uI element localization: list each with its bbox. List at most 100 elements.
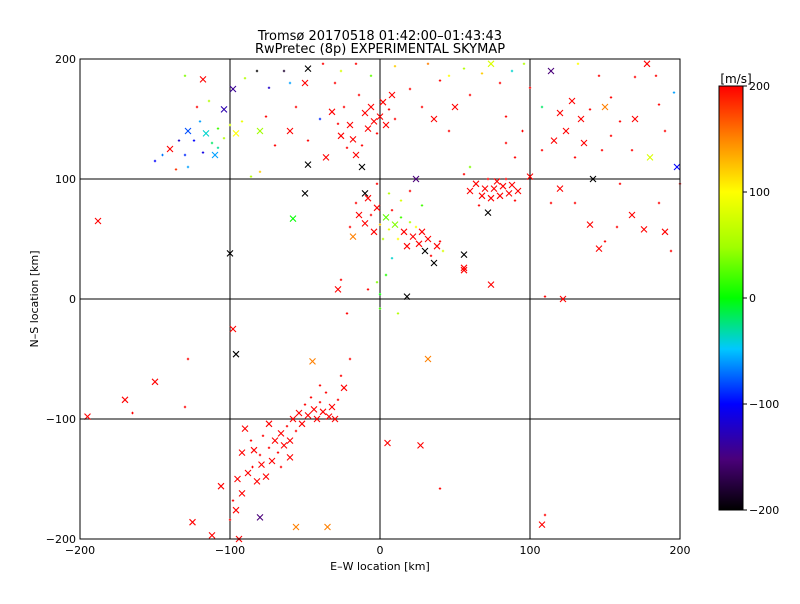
data-point-dot (258, 170, 262, 173)
data-point-dot (468, 93, 472, 97)
data-point-dot (339, 278, 343, 281)
data-point-cross (217, 482, 225, 490)
data-point-cross (577, 115, 585, 123)
colorbar-tick-label: −200 (749, 504, 779, 517)
data-point-dot (384, 273, 388, 277)
data-point-dot (183, 405, 187, 409)
data-point-dot (486, 177, 490, 181)
data-point-dot (480, 72, 484, 75)
data-point-dot (251, 465, 254, 469)
data-point-dot (420, 105, 424, 109)
x-tick-label: −100 (215, 544, 245, 557)
data-point-cross (262, 473, 270, 480)
data-point-cross (241, 425, 249, 432)
data-point-cross (298, 420, 306, 428)
data-point-dot (183, 74, 187, 77)
colorbar-tick-label: 0 (749, 292, 756, 305)
data-point-cross (508, 181, 516, 189)
data-point-cross (220, 106, 228, 113)
data-point-dot (354, 201, 358, 205)
data-point-cross (412, 175, 420, 183)
data-point-dot (288, 81, 292, 85)
data-point-cross (628, 211, 636, 219)
data-point-dot (309, 396, 313, 399)
data-point-dot (161, 153, 164, 157)
data-point-cross (94, 217, 102, 225)
data-point-cross (349, 233, 357, 240)
y-tick-label: −200 (46, 533, 76, 546)
data-point-cross (559, 295, 567, 303)
data-point-cross (292, 523, 300, 531)
data-point-dot (318, 401, 322, 404)
data-point-cross (640, 226, 648, 233)
data-point-cross (646, 154, 654, 161)
data-point-cross (286, 437, 294, 444)
data-point-dot (201, 151, 205, 154)
data-point-dot (318, 384, 322, 387)
data-point-cross (295, 409, 303, 417)
data-point-dot (633, 75, 637, 79)
data-point-dot (513, 199, 517, 202)
x-axis: −200 −100 0 100 200 (65, 59, 691, 557)
data-point-dot (408, 221, 412, 224)
data-point-cross (309, 358, 316, 365)
data-point-dot (348, 357, 352, 361)
data-point-cross (514, 187, 522, 195)
data-point-cross (331, 415, 339, 423)
data-point-cross (481, 185, 489, 192)
data-point-cross (258, 461, 265, 468)
data-point-dot (267, 446, 271, 449)
data-point-cross (211, 151, 219, 159)
data-point-dot (243, 77, 247, 80)
data-point-cross (355, 211, 363, 219)
colorbar-ticks: 200 100 0 −100 −200 (743, 80, 779, 517)
data-point-cross (373, 204, 381, 212)
data-point-cross (370, 118, 378, 125)
data-point-dot (339, 374, 343, 377)
data-point-cross (586, 221, 594, 228)
data-point-dot (396, 312, 400, 315)
data-point-cross (277, 430, 285, 437)
data-point-dot (504, 141, 508, 145)
data-point-cross (379, 98, 387, 106)
data-point-cross (352, 151, 360, 159)
data-point-dot (186, 165, 190, 169)
data-point-dot (131, 411, 134, 415)
data-point-dot (498, 81, 502, 85)
y-tick-label: 200 (55, 53, 76, 66)
points-layer (84, 60, 682, 543)
grid-layer (80, 59, 680, 539)
data-point-dot (387, 228, 391, 231)
data-point-dot (504, 115, 508, 118)
data-point-cross (490, 185, 498, 192)
colorbar-tick-label: −100 (749, 398, 779, 411)
data-point-dot (393, 117, 397, 121)
data-point-dot (177, 139, 181, 142)
data-point-cross (391, 221, 399, 228)
data-point-cross (256, 127, 264, 135)
data-point-cross (289, 415, 297, 423)
data-point-dot (603, 240, 607, 243)
data-point-dot (192, 139, 196, 142)
data-point-cross (268, 457, 276, 465)
data-point-dot (387, 192, 391, 195)
data-point-dot (438, 487, 442, 490)
data-point-dot (390, 209, 394, 212)
data-point-cross (361, 109, 369, 117)
data-point-dot (669, 249, 673, 253)
data-point-cross (493, 178, 501, 185)
data-point-dot (378, 293, 382, 296)
data-point-cross (487, 60, 495, 68)
data-point-dot (543, 513, 547, 517)
data-point-dot (303, 403, 307, 406)
data-point-dot (462, 67, 466, 70)
data-point-cross (202, 130, 210, 137)
data-point-cross (499, 182, 507, 190)
data-point-dot (216, 146, 220, 149)
data-point-dot (393, 65, 397, 68)
data-point-dot (318, 117, 322, 121)
data-point-dot (438, 79, 442, 82)
data-point-dot (672, 91, 676, 94)
data-point-dot (618, 182, 622, 185)
data-point-cross (265, 420, 273, 428)
